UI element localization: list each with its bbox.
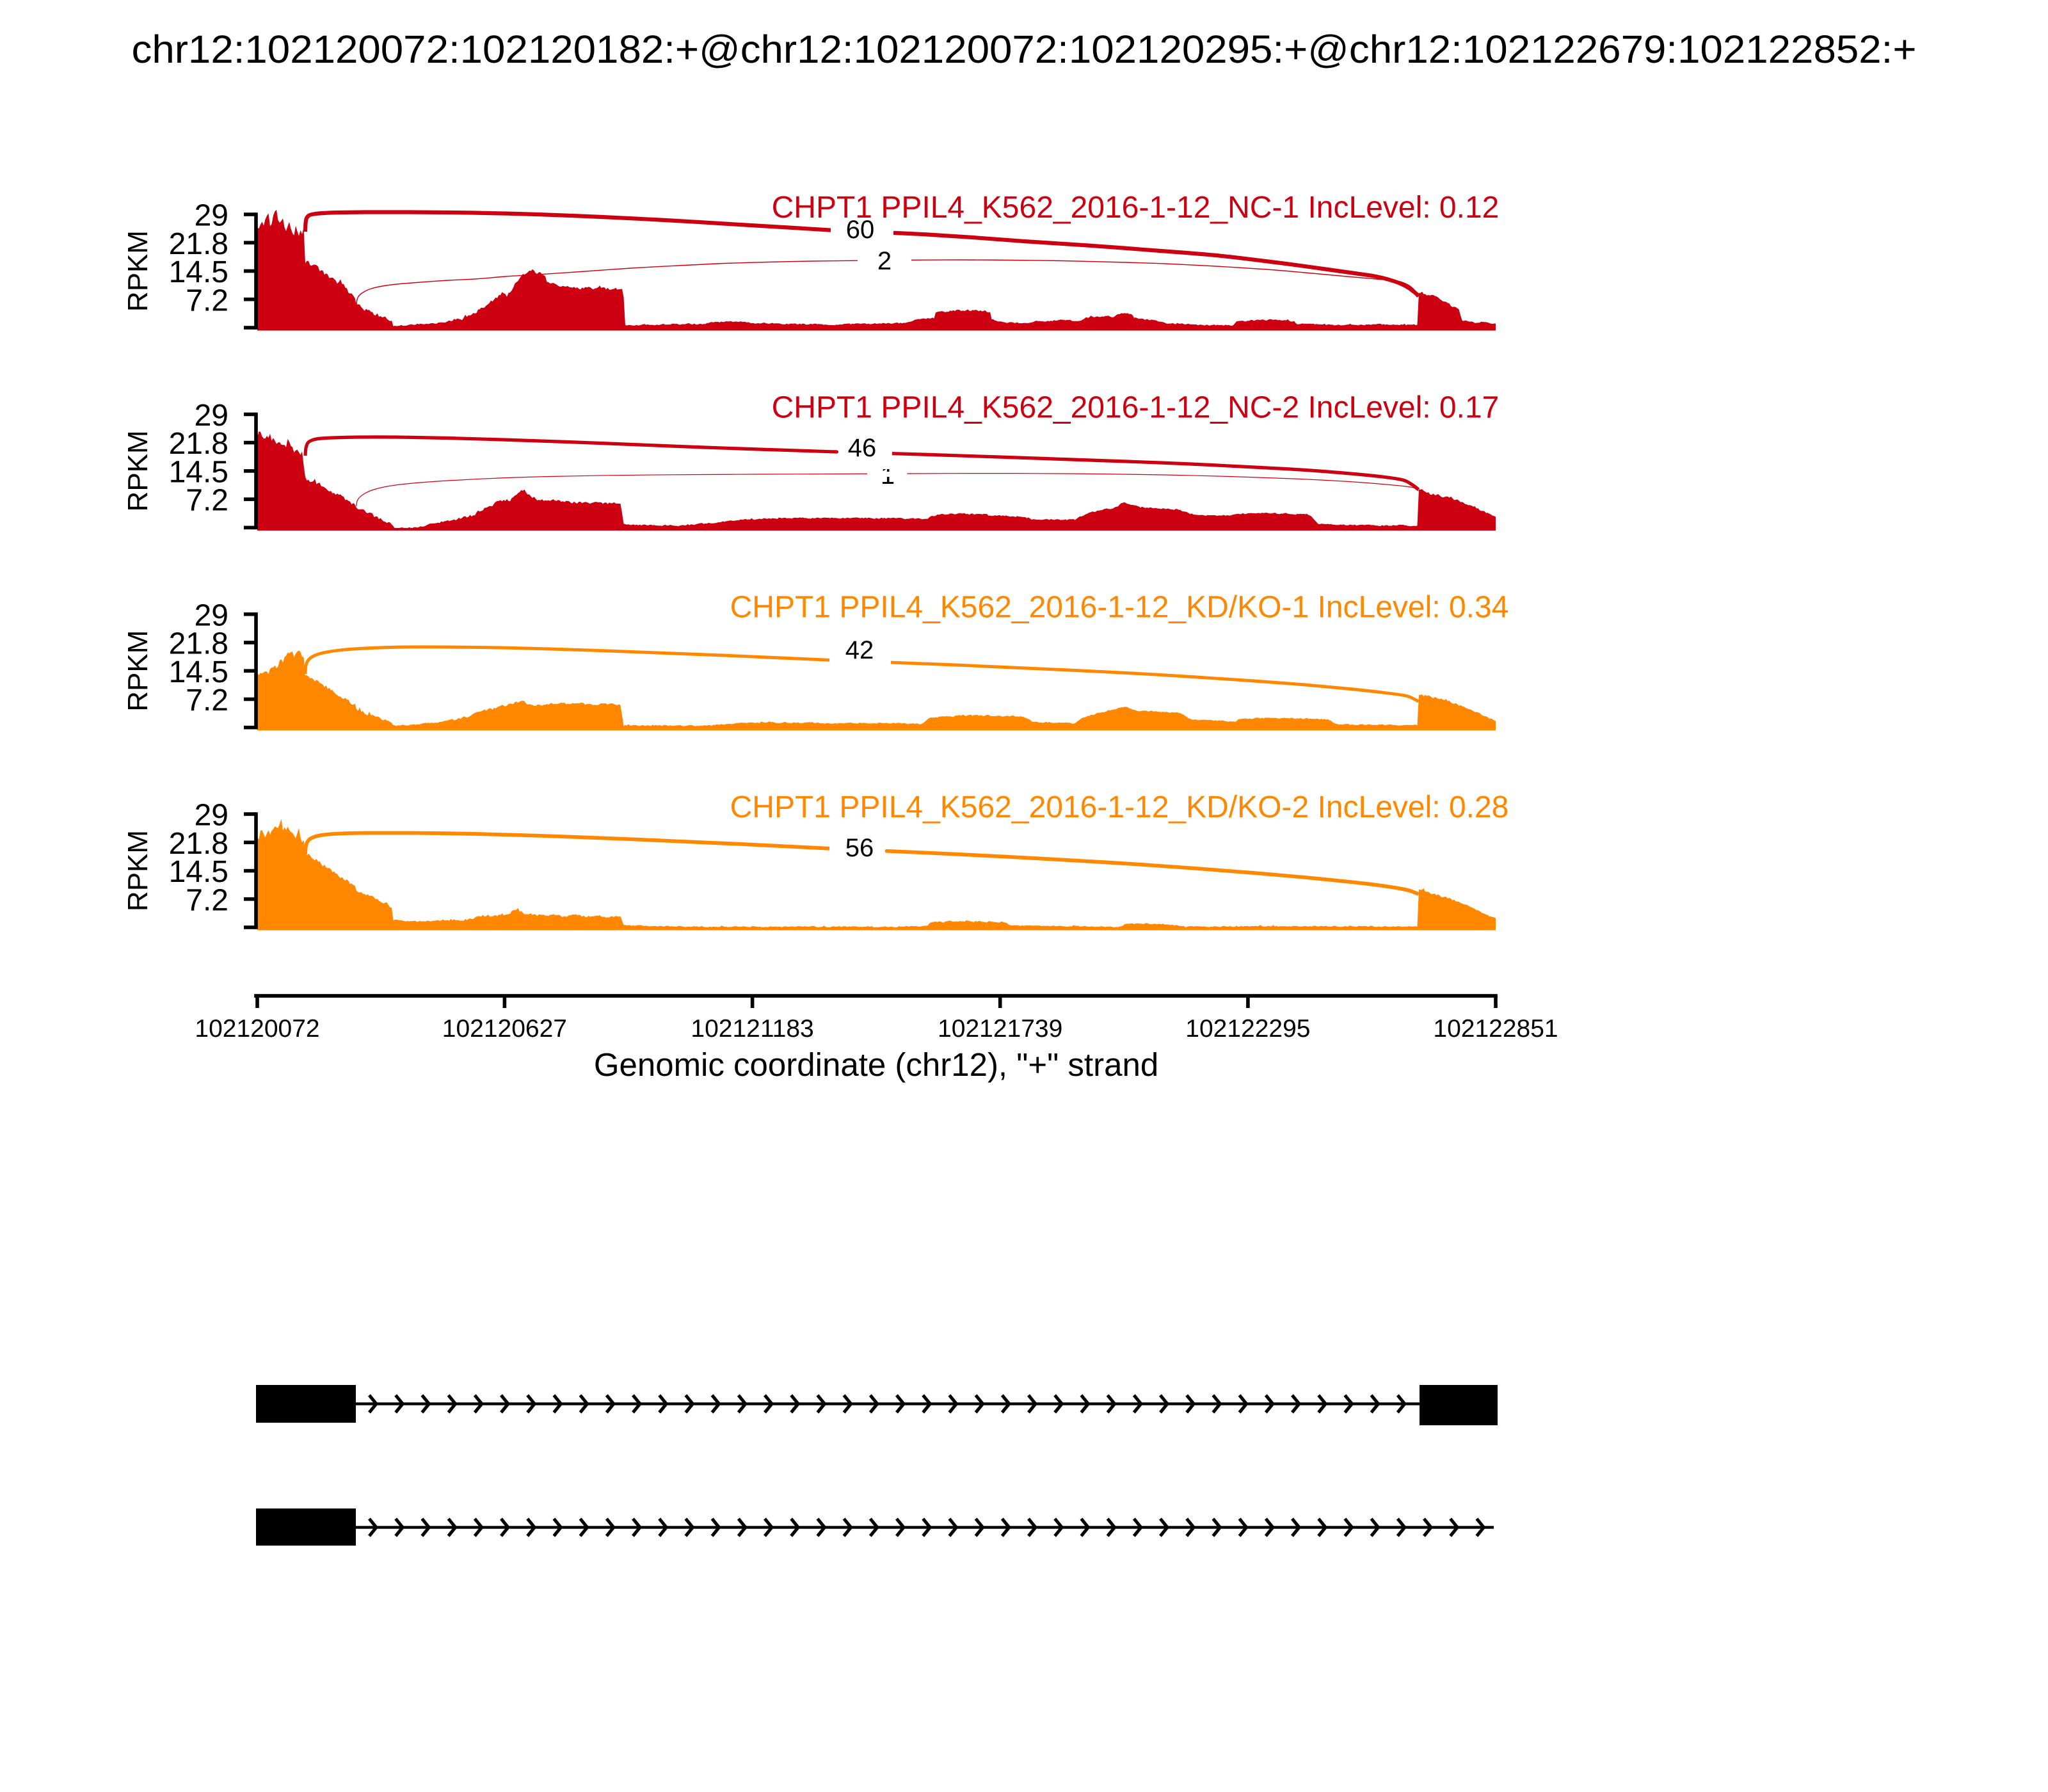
svg-text:2: 2 [877, 247, 892, 275]
svg-text:102120627: 102120627 [442, 1015, 567, 1043]
svg-text:29: 29 [195, 598, 228, 632]
svg-text:102121739: 102121739 [938, 1015, 1062, 1043]
svg-text:7.2: 7.2 [186, 484, 228, 518]
svg-text:14.5: 14.5 [169, 655, 228, 689]
svg-text:14.5: 14.5 [169, 456, 228, 490]
svg-text:14.5: 14.5 [169, 255, 228, 289]
svg-text:102122295: 102122295 [1185, 1015, 1310, 1043]
svg-text:14.5: 14.5 [169, 855, 228, 889]
svg-text:29: 29 [195, 399, 228, 433]
svg-text:42: 42 [845, 636, 874, 664]
svg-text:RPKM: RPKM [122, 430, 154, 511]
svg-text:7.2: 7.2 [186, 684, 228, 717]
svg-text:21.8: 21.8 [169, 627, 228, 661]
svg-text:CHPT1 PPIL4_K562_2016-1-12_KD/: CHPT1 PPIL4_K562_2016-1-12_KD/KO-1 IncLe… [730, 591, 1509, 625]
svg-text:Genomic coordinate (chr12), "+: Genomic coordinate (chr12), "+" strand [594, 1046, 1158, 1083]
svg-text:RPKM: RPKM [122, 230, 154, 312]
svg-text:7.2: 7.2 [186, 883, 228, 917]
svg-text:7.2: 7.2 [186, 284, 228, 317]
svg-text:RPKM: RPKM [122, 630, 154, 712]
svg-text:102121183: 102121183 [691, 1015, 813, 1043]
svg-text:102122851: 102122851 [1433, 1015, 1558, 1043]
svg-text:102120072: 102120072 [195, 1015, 319, 1043]
svg-text:RPKM: RPKM [122, 830, 154, 911]
svg-text:56: 56 [845, 834, 874, 862]
svg-text:chr12:102120072:102120182:+@ch: chr12:102120072:102120182:+@chr12:102120… [132, 28, 1917, 71]
svg-text:21.8: 21.8 [169, 427, 228, 461]
svg-text:29: 29 [195, 799, 228, 833]
svg-text:CHPT1 PPIL4_K562_2016-1-12_NC-: CHPT1 PPIL4_K562_2016-1-12_NC-1 IncLevel… [772, 191, 1500, 225]
svg-text:21.8: 21.8 [169, 227, 228, 261]
svg-text:CHPT1 PPIL4_K562_2016-1-12_NC-: CHPT1 PPIL4_K562_2016-1-12_NC-2 IncLevel… [772, 390, 1500, 424]
svg-text:CHPT1 PPIL4_K562_2016-1-12_KD/: CHPT1 PPIL4_K562_2016-1-12_KD/KO-2 IncLe… [730, 790, 1509, 824]
svg-text:21.8: 21.8 [169, 827, 228, 861]
svg-text:46: 46 [848, 434, 877, 462]
svg-text:29: 29 [195, 199, 228, 233]
svg-text:60: 60 [846, 216, 875, 244]
